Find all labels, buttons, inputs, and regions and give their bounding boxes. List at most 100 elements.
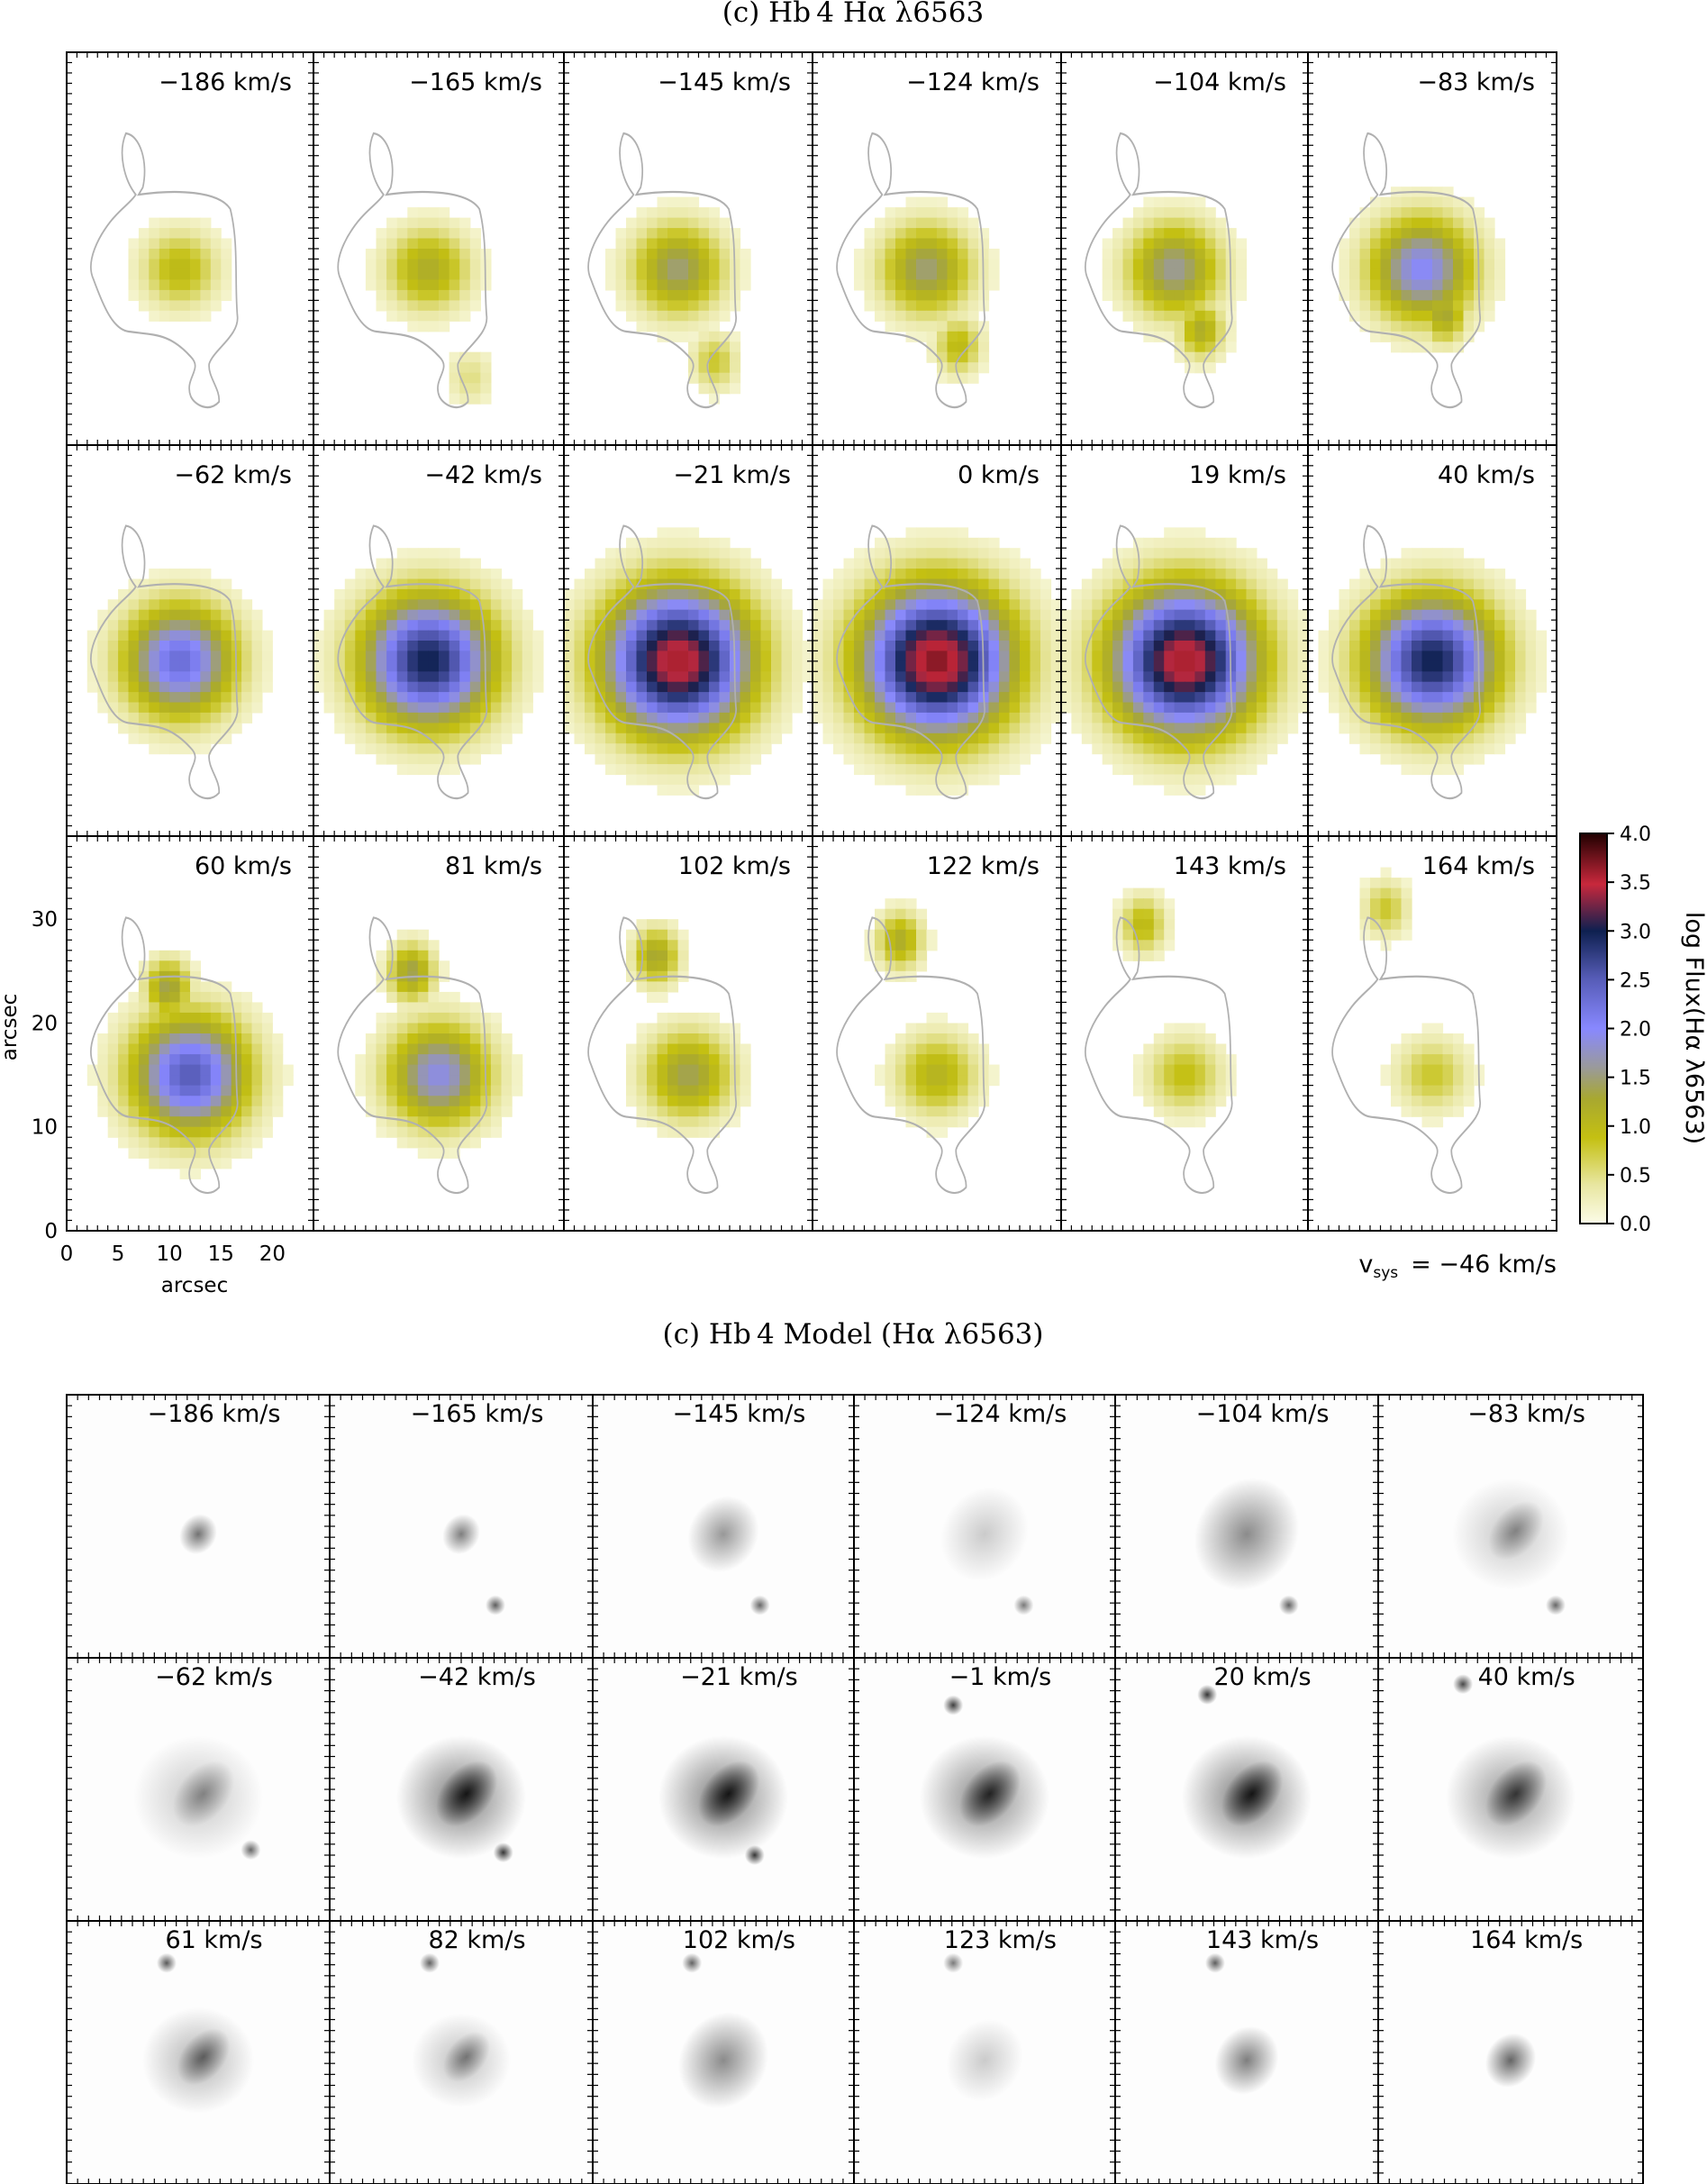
flux-pixel	[169, 620, 181, 632]
flux-pixel	[967, 630, 979, 642]
flux-pixel	[1380, 620, 1392, 632]
flux-pixel	[864, 259, 876, 270]
flux-pixel	[750, 651, 762, 662]
flux-pixel	[1370, 641, 1382, 651]
flux-pixel	[179, 588, 191, 600]
flux-pixel	[169, 660, 181, 672]
flux-pixel	[1174, 341, 1185, 353]
flux-pixel	[947, 723, 958, 734]
flux-pixel	[771, 681, 783, 693]
flux-pixel	[1515, 641, 1527, 651]
flux-pixel	[469, 630, 481, 642]
flux-pixel	[698, 228, 710, 240]
flux-pixel	[1132, 300, 1144, 312]
flux-pixel	[1536, 671, 1548, 683]
flux-pixel	[967, 259, 979, 270]
flux-pixel	[428, 588, 440, 600]
flux-pixel	[947, 733, 958, 744]
flux-pixel	[1246, 609, 1258, 621]
flux-pixel	[1081, 599, 1093, 611]
flux-pixel	[926, 569, 938, 580]
nebula-contour	[587, 524, 737, 800]
flux-pixel	[1153, 692, 1165, 704]
flux-pixel	[449, 733, 460, 744]
flux-pixel	[771, 588, 783, 600]
flux-pixel	[719, 733, 731, 744]
flux-pixel	[615, 753, 627, 765]
flux-pixel	[947, 351, 958, 363]
flux-pixel	[1009, 630, 1021, 642]
flux-pixel	[781, 671, 793, 683]
flux-pixel	[1370, 217, 1382, 229]
flux-pixel	[636, 259, 648, 270]
flux-pixel	[1153, 733, 1165, 744]
flux-pixel	[396, 630, 408, 642]
flux-pixel	[1153, 249, 1165, 260]
flux-pixel	[843, 558, 855, 569]
flux-pixel	[905, 651, 917, 662]
flux-pixel	[1401, 743, 1412, 755]
flux-pixel	[771, 578, 783, 590]
flux-pixel	[926, 558, 938, 569]
flux-pixel	[159, 671, 170, 683]
flux-pixel	[958, 630, 969, 642]
flux-pixel	[688, 310, 700, 322]
flux-pixel	[1102, 620, 1113, 632]
flux-pixel	[376, 660, 387, 672]
flux-pixel	[344, 609, 356, 621]
flux-pixel	[1432, 321, 1444, 332]
flux-pixel	[719, 310, 731, 322]
emission-map	[854, 196, 1000, 384]
flux-pixel	[149, 960, 160, 972]
flux-pixel	[1040, 712, 1052, 723]
flux-pixel	[605, 548, 617, 560]
flux-pixel	[469, 372, 481, 384]
flux-pixel	[1421, 692, 1433, 704]
flux-pixel	[439, 702, 450, 714]
flux-pixel	[967, 321, 979, 332]
flux-pixel	[179, 217, 191, 229]
flux-pixel	[469, 393, 481, 405]
flux-pixel	[1412, 548, 1423, 560]
flux-pixel	[241, 651, 253, 662]
flux-pixel	[688, 537, 700, 549]
flux-pixel	[1040, 620, 1052, 632]
flux-pixel	[159, 630, 170, 642]
flux-pixel	[159, 702, 170, 714]
flux-pixel	[1515, 609, 1527, 621]
flux-pixel	[937, 681, 949, 693]
flux-pixel	[1536, 660, 1548, 672]
flux-pixel	[428, 671, 440, 683]
flux-pixel	[179, 228, 191, 240]
flux-pixel	[334, 588, 346, 600]
flux-pixel	[667, 609, 679, 621]
flux-pixel	[719, 774, 731, 786]
flux-pixel	[1297, 641, 1309, 651]
flux-pixel	[1287, 588, 1299, 600]
flux-pixel	[1112, 300, 1124, 312]
flux-pixel	[1185, 578, 1195, 590]
flux-pixel	[1391, 321, 1403, 332]
flux-pixel	[396, 764, 408, 776]
flux-pixel	[138, 651, 150, 662]
flux-pixel	[532, 681, 544, 693]
flux-pixel	[1515, 660, 1527, 672]
flux-pixel	[1102, 743, 1113, 755]
flux-pixel	[1267, 723, 1278, 734]
flux-pixel	[585, 620, 596, 632]
flux-pixel	[417, 753, 429, 765]
flux-pixel	[469, 641, 481, 651]
top-panel: −104 km/s	[1060, 51, 1309, 446]
flux-pixel	[386, 279, 398, 291]
flux-pixel	[1359, 702, 1371, 714]
flux-pixel	[128, 681, 140, 693]
flux-pixel	[1194, 784, 1206, 796]
flux-pixel	[926, 238, 938, 250]
flux-pixel	[1349, 702, 1361, 714]
flux-pixel	[1132, 249, 1144, 260]
flux-pixel	[1174, 784, 1185, 796]
flux-pixel	[740, 641, 751, 651]
flux-pixel	[1267, 692, 1278, 704]
flux-pixel	[107, 599, 119, 611]
flux-pixel	[159, 641, 170, 651]
